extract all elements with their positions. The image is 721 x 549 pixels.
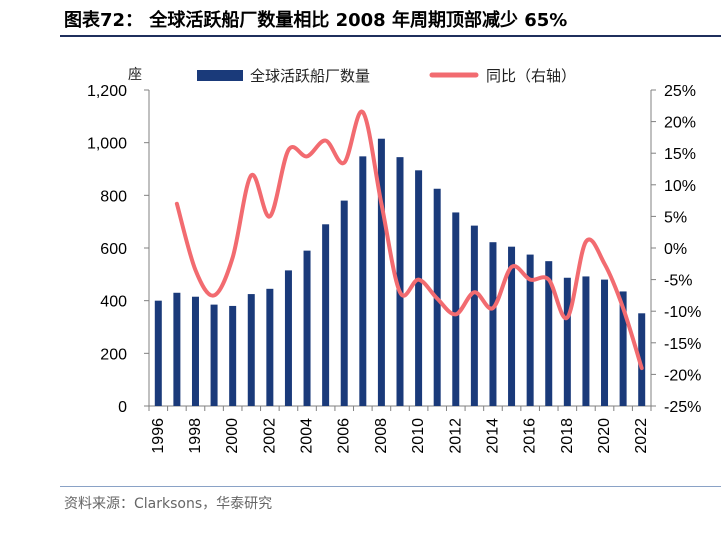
y-left-tick-label: 400: [100, 294, 127, 311]
y-left-tick-label: 1,000: [87, 136, 127, 153]
x-tick-label: 2002: [261, 418, 278, 454]
bar-2017: [545, 261, 553, 406]
y-left-tick-label: 800: [100, 188, 127, 205]
bar-2021: [619, 291, 627, 406]
title-divider: [60, 35, 721, 37]
x-tick-label: 2022: [633, 418, 650, 454]
x-tick-label: 2006: [336, 418, 353, 454]
bar-1997: [173, 292, 181, 406]
x-tick-label: 2010: [410, 418, 427, 454]
y-left-tick-label: 200: [100, 346, 127, 363]
y-right-tick-label: -5%: [664, 273, 692, 290]
x-tick-label: 2012: [447, 418, 464, 454]
axes: 0 200 400 600 800 1,000 1,200 25% 20% 15% 10% 5% 0% -…: [87, 83, 701, 454]
line-series: [174, 109, 644, 371]
chart-plot: 0 200 400 600 800 1,000 1,200 25% 20% 15% 10% 5% 0% -…: [87, 66, 701, 454]
y-right-tick-label: 20%: [664, 115, 696, 132]
bar-2005: [322, 224, 330, 406]
x-tick-label: 2008: [373, 418, 390, 454]
x-tick-label: 1998: [187, 418, 204, 454]
legend-bar-swatch: [197, 70, 243, 81]
y-right-tick-label: -10%: [664, 304, 701, 321]
x-tick-label: 2018: [559, 418, 576, 454]
bar-2014: [489, 242, 497, 406]
bar-2013: [470, 225, 478, 406]
bar-2004: [303, 250, 311, 406]
bar-1996: [154, 300, 162, 406]
y-right-tick-label: 15%: [664, 146, 696, 163]
y-left-tick-label: 600: [100, 241, 127, 258]
bar-2010: [415, 170, 423, 406]
bar-2018: [563, 277, 571, 406]
y-right-tick-label: 0%: [664, 241, 687, 258]
y-left-unit: 座: [128, 66, 142, 82]
bar-2012: [452, 212, 460, 406]
y-left-tick-label: 1,200: [87, 83, 127, 100]
y-right-tick-label: -20%: [664, 367, 701, 384]
bar-2016: [526, 254, 534, 406]
legend-line-label: 同比（右轴）: [486, 68, 576, 85]
source-note: 资料来源：Clarksons，华泰研究: [64, 496, 273, 512]
x-tick-label: 2020: [596, 418, 613, 454]
yoy-line: [174, 109, 644, 371]
source-divider: [60, 486, 721, 487]
bar-2015: [508, 246, 516, 406]
bar-1999: [210, 304, 218, 406]
x-tick-label: 1996: [150, 418, 167, 454]
bar-1998: [191, 296, 199, 406]
bar-2019: [582, 276, 590, 406]
bar-2009: [396, 157, 404, 406]
y-right-tick-label: 5%: [664, 209, 687, 226]
y-right-tick-label: -15%: [664, 336, 701, 353]
x-tick-label: 2004: [299, 418, 316, 454]
bar-2007: [359, 156, 367, 406]
bar-2006: [340, 200, 348, 406]
bar-2000: [229, 305, 237, 406]
y-right-tick-label: 25%: [664, 83, 696, 100]
bar-2003: [284, 270, 292, 406]
bar-2002: [266, 288, 274, 406]
legend-bar-label: 全球活跃船厂数量: [250, 67, 370, 85]
y-left-tick-label: 0: [118, 399, 127, 416]
x-tick-label: 2016: [522, 418, 539, 454]
bar-2008: [377, 138, 385, 406]
bar-2022: [638, 313, 646, 406]
y-right-tick-label: 10%: [664, 178, 696, 195]
x-tick-label: 2000: [224, 418, 241, 454]
x-tick-label: 2014: [484, 418, 501, 454]
y-right-tick-label: -25%: [664, 399, 701, 416]
bar-2001: [247, 294, 255, 406]
chart-title: 图表72： 全球活跃船厂数量相比 2008 年周期顶部减少 65%: [64, 10, 568, 31]
legend: 全球活跃船厂数量 同比（右轴）: [197, 67, 576, 85]
bar-2020: [601, 279, 609, 406]
